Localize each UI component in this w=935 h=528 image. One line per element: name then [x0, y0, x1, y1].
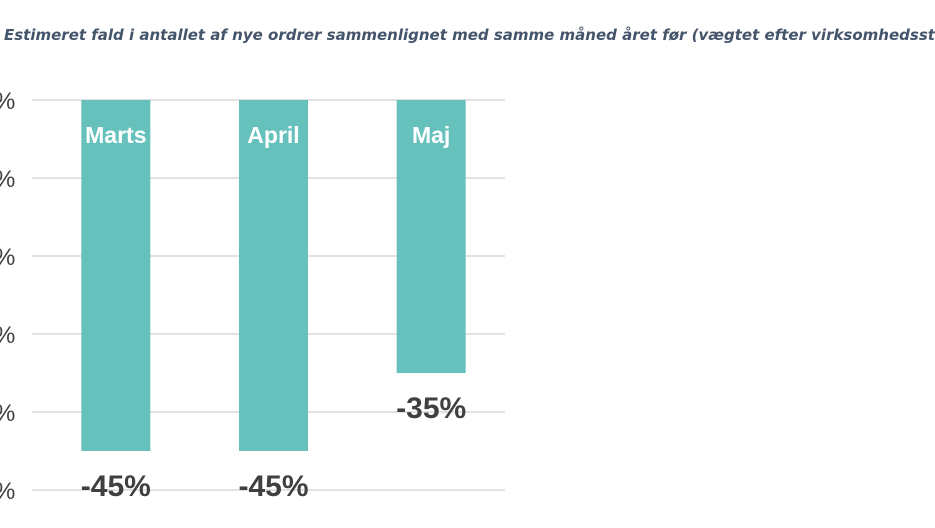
bar-marts: [81, 100, 151, 451]
y-tick-label: %: [0, 478, 15, 505]
bar-maj: [396, 100, 466, 373]
y-tick-label: %: [0, 322, 15, 349]
bar-april: [239, 100, 308, 451]
y-tick-label: %: [0, 88, 15, 115]
value-label: -45%: [238, 470, 308, 503]
chart-title: Estimeret fald i antallet af nye ordrer …: [4, 26, 935, 44]
y-axis-ticks: %%%%%%: [0, 88, 15, 505]
category-label: April: [247, 122, 299, 148]
bars: [81, 100, 466, 451]
labels: Marts -45% April -45% Maj -35%: [81, 122, 466, 503]
category-label: Maj: [412, 122, 450, 148]
y-tick-label: %: [0, 244, 15, 271]
category-label: Marts: [85, 122, 146, 148]
y-tick-label: %: [0, 166, 15, 193]
value-label: -35%: [396, 392, 466, 425]
value-label: -45%: [81, 470, 151, 503]
y-tick-label: %: [0, 400, 15, 427]
